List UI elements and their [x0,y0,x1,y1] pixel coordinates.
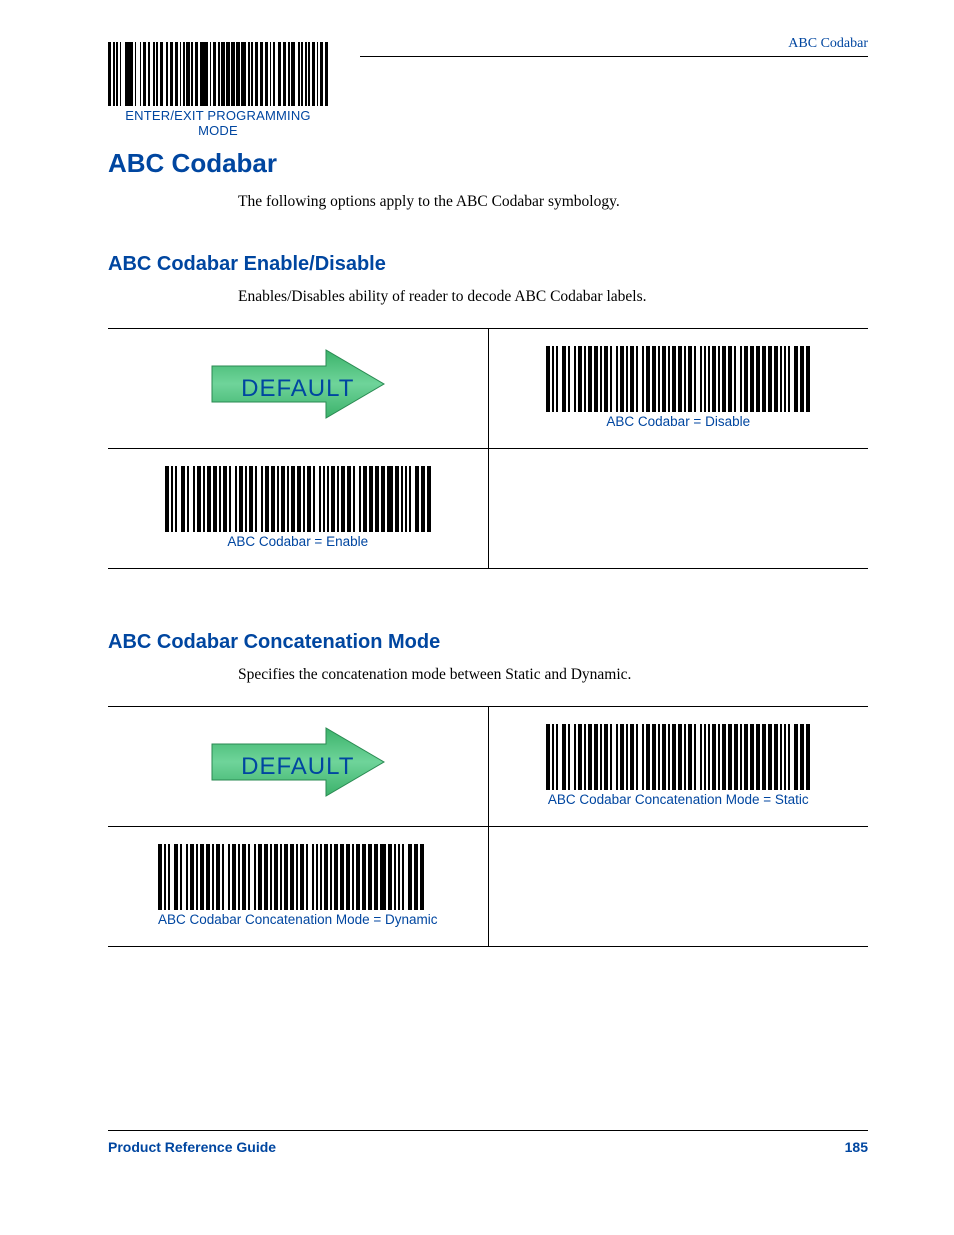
page-title: ABC Codabar [108,148,868,179]
right-cell [488,827,868,947]
table-row: DEFAULT ABC Codabar = Disable [108,329,868,449]
header-rule [360,56,868,57]
option-barcode: ABC Codabar Concatenation Mode = Dynamic [158,844,438,927]
enter-exit-caption: ENTER/EXIT PROGRAMMING MODE [108,108,328,138]
right-cell [488,449,868,569]
enter-exit-barcode-block: ENTER/EXIT PROGRAMMING MODE [108,42,328,138]
barcode-caption: ABC Codabar = Enable [165,534,431,549]
enter-exit-barcode [108,42,328,106]
left-cell: ABC Codabar Concatenation Mode = Dynamic [108,827,488,947]
left-cell: ABC Codabar = Enable [108,449,488,569]
barcode-bars [546,346,810,412]
default-arrow: DEFAULT [208,724,388,809]
barcode-bars [158,844,438,910]
right-cell: ABC Codabar Concatenation Mode = Static [488,707,868,827]
barcode-caption: ABC Codabar = Disable [546,414,810,429]
default-label: DEFAULT [241,753,354,780]
left-cell: DEFAULT [108,329,488,449]
barcode-bars [546,724,810,790]
header-section-label: ABC Codabar [788,36,868,52]
barcode-caption: ABC Codabar Concatenation Mode = Static [546,792,810,807]
subsection1-title: ABC Codabar Enable/Disable [108,253,868,276]
page-footer: Product Reference Guide 185 [108,1130,868,1155]
page: ABC Codabar ENTER/EXIT PROGRAMMING MODE … [0,0,954,1235]
concat-mode-table: DEFAULT ABC Codabar Concatenation Mode =… [108,706,868,947]
right-cell: ABC Codabar = Disable [488,329,868,449]
footer-right: 185 [845,1139,868,1155]
subsection2-title: ABC Codabar Concatenation Mode [108,631,868,654]
footer-left: Product Reference Guide [108,1139,276,1155]
table-row: ABC Codabar = Enable [108,449,868,569]
left-cell: DEFAULT [108,707,488,827]
table-row: DEFAULT ABC Codabar Concatenation Mode =… [108,707,868,827]
section-intro: The following options apply to the ABC C… [238,193,868,211]
option-barcode: ABC Codabar Concatenation Mode = Static [546,724,810,807]
barcode-bars [165,466,431,532]
option-barcode: ABC Codabar = Enable [165,466,431,549]
barcode-caption: ABC Codabar Concatenation Mode = Dynamic [158,912,438,927]
default-arrow: DEFAULT [208,346,388,431]
subsection2-desc: Specifies the concatenation mode between… [238,666,868,684]
option-barcode: ABC Codabar = Disable [546,346,810,429]
enable-disable-table: DEFAULT ABC Codabar = DisableABC Codabar… [108,328,868,569]
table-row: ABC Codabar Concatenation Mode = Dynamic [108,827,868,947]
subsection1-desc: Enables/Disables ability of reader to de… [238,288,868,306]
default-label: DEFAULT [241,375,354,402]
